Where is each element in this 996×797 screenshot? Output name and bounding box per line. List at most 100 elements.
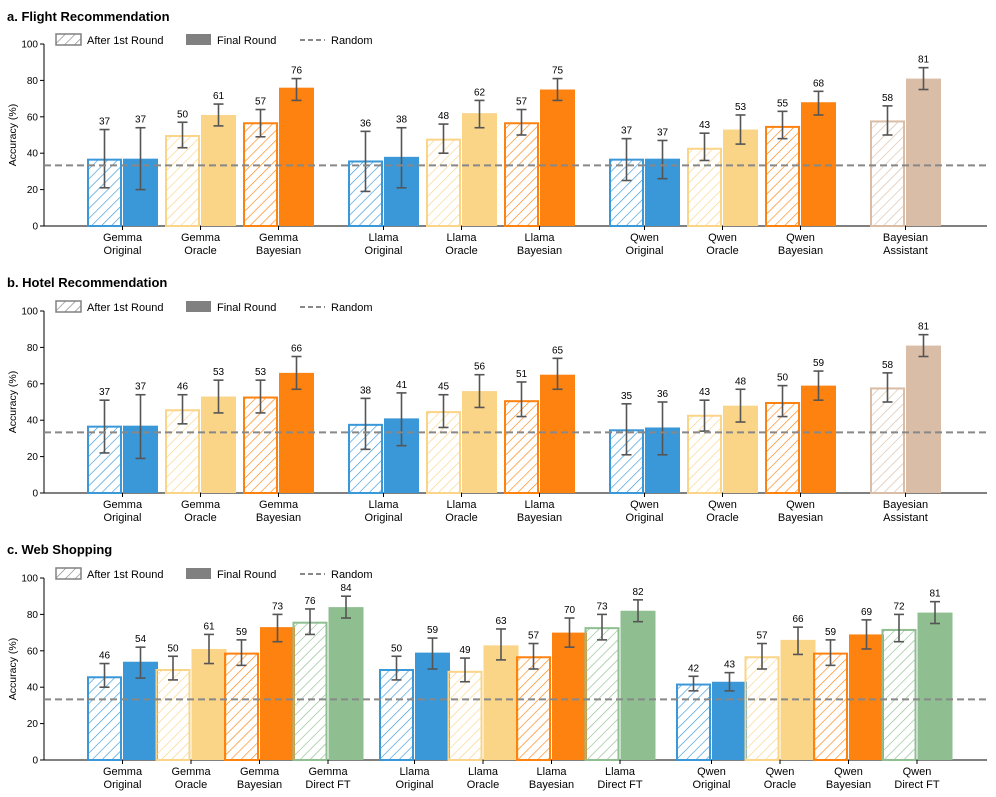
value-label: 82 [632,587,644,598]
x-tick-label: Qwen [630,499,659,511]
bar-final-round [415,652,450,760]
y-tick-label: 100 [21,574,38,585]
value-label: 48 [735,376,747,387]
x-tick-label: Assistant [883,245,928,257]
value-label: 58 [882,360,894,371]
legend-swatch-after-first [55,300,82,313]
bar-final-round [328,607,364,760]
x-tick-label: Llama [537,766,568,778]
value-label: 37 [99,387,111,398]
value-label: 41 [396,380,408,391]
value-label: 57 [756,631,768,642]
y-tick-label: 60 [27,646,39,657]
bar-final-round [191,648,227,760]
y-tick-label: 80 [27,76,39,87]
y-tick-label: 80 [27,343,39,354]
x-tick-label: Original [104,245,142,257]
value-label: 68 [813,78,825,89]
bar-after-first-round [224,652,259,761]
x-tick-label: Gemma [181,499,221,511]
legend-swatch-after-first [55,567,82,580]
legend-swatch-final [186,34,211,45]
x-tick-label: Oracle [445,245,477,257]
x-tick-label: Gemma [308,766,348,778]
value-label: 50 [391,643,403,654]
bar-final-round [801,102,836,226]
x-tick-label: Llama [525,232,556,244]
bar-final-round [723,129,758,226]
bar-after-first-round [155,669,191,761]
bar-final-round [801,385,836,493]
x-tick-label: Oracle [184,245,216,257]
x-tick-label: Bayesian [529,779,574,791]
bar-final-round [906,345,941,493]
y-tick-label: 0 [32,489,38,500]
bar-after-first-round [744,656,780,762]
bar-after-first-round [243,122,278,227]
y-tick-label: 100 [21,307,38,318]
x-tick-label: Gemma [171,766,211,778]
legend-label-final: Final Round [217,35,276,47]
value-label: 63 [495,616,507,627]
x-tick-label: Bayesian [256,245,301,257]
bar-after-first-round [584,627,620,762]
value-label: 73 [272,601,284,612]
panel-title: c. Web Shopping [7,542,112,557]
bar-final-round [279,87,314,227]
bar-after-first-round [165,135,200,227]
value-label: 46 [177,382,189,393]
bar-final-round [849,634,884,760]
legend-label-after-first: After 1st Round [87,302,163,314]
x-tick-label: Direct FT [305,779,351,791]
x-tick-label: Bayesian [778,245,823,257]
x-tick-label: Original [626,245,664,257]
value-label: 37 [135,382,147,393]
legend-label-random: Random [331,35,373,47]
value-label: 72 [893,601,905,612]
value-label: 59 [427,625,439,636]
value-label: 48 [438,111,450,122]
y-tick-label: 60 [27,379,39,390]
panel-title: a. Flight Recommendation [7,9,170,24]
legend-swatch-final [186,568,211,579]
value-label: 55 [777,98,789,109]
value-label: 61 [203,621,215,632]
value-label: 38 [360,385,372,396]
x-tick-label: Original [396,779,434,791]
value-label: 53 [255,367,267,378]
x-tick-label: Bayesian [517,245,562,257]
x-tick-label: Oracle [467,779,499,791]
x-tick-label: Qwen [708,232,737,244]
value-label: 66 [291,344,303,355]
y-tick-label: 40 [27,416,39,427]
value-label: 56 [474,362,486,373]
bar-final-round [620,610,656,760]
x-tick-label: Original [104,512,142,524]
x-tick-label: Original [693,779,731,791]
x-tick-label: Llama [369,232,400,244]
y-tick-label: 100 [21,40,38,51]
x-tick-label: Oracle [764,779,796,791]
legend: After 1st Round Final Round Random [55,33,373,47]
x-tick-label: Bayesian [237,779,282,791]
legend: After 1st Round Final Round Random [55,300,373,314]
bar-after-first-round [870,120,905,227]
value-label: 37 [99,117,111,128]
value-label: 37 [657,127,669,138]
value-label: 66 [792,614,804,625]
value-label: 69 [861,607,873,618]
bar-after-first-round [348,160,383,227]
panel-title: b. Hotel Recommendation [7,275,167,290]
value-label: 59 [813,358,825,369]
value-label: 36 [360,118,372,129]
bar-final-round [540,89,575,226]
value-label: 81 [918,322,930,333]
value-label: 54 [135,634,147,645]
value-label: 61 [213,91,225,102]
y-tick-label: 40 [27,683,39,694]
x-tick-label: Direct FT [894,779,940,791]
x-tick-label: Gemma [259,499,299,511]
x-tick-label: Gemma [103,766,143,778]
value-label: 45 [438,382,450,393]
